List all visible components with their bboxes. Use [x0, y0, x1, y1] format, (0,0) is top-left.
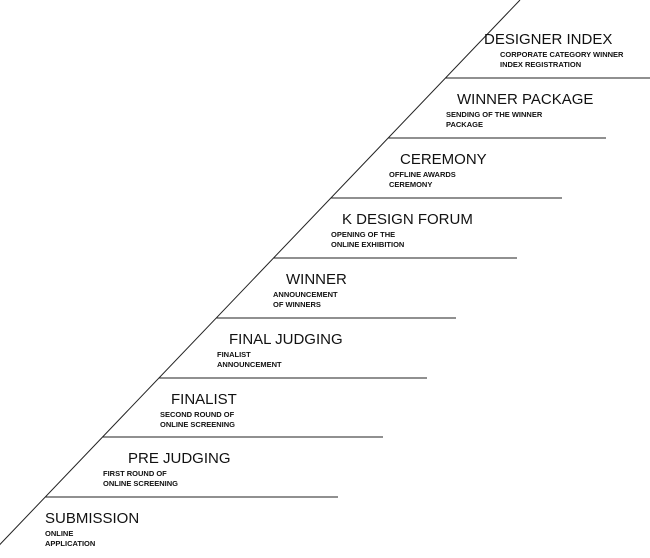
step-subtitle: ONLINE SCREENING	[103, 479, 178, 488]
step-subtitle: INDEX REGISTRATION	[500, 60, 581, 69]
diagonal-line	[0, 0, 521, 546]
step-subtitle: CEREMONY	[389, 180, 432, 189]
step-subtitle: OFFLINE AWARDS	[389, 170, 456, 179]
step-title: WINNER PACKAGE	[457, 91, 593, 108]
step-subtitle: APPLICATION	[45, 539, 95, 548]
step-title: SUBMISSION	[45, 510, 139, 527]
step-title: PRE JUDGING	[128, 450, 231, 467]
step-subtitle: ONLINE SCREENING	[160, 420, 235, 429]
step-subtitle: CORPORATE CATEGORY WINNER	[500, 50, 624, 59]
step-title: FINALIST	[171, 391, 237, 408]
step-subtitle: SENDING OF THE WINNER	[446, 110, 543, 119]
step-subtitle: ANNOUNCEMENT	[273, 290, 338, 299]
step-subtitle: FIRST ROUND OF	[103, 469, 167, 478]
step-title: K DESIGN FORUM	[342, 211, 473, 228]
step-title: FINAL JUDGING	[229, 331, 343, 348]
step-subtitle: ONLINE	[45, 529, 73, 538]
step-subtitle: ONLINE EXHIBITION	[331, 240, 404, 249]
step-subtitle: PACKAGE	[446, 120, 483, 129]
step-title: DESIGNER INDEX	[484, 31, 612, 48]
step-title: CEREMONY	[400, 151, 487, 168]
step-subtitle: ANNOUNCEMENT	[217, 360, 282, 369]
step-title: WINNER	[286, 271, 347, 288]
step-subtitle: OF WINNERS	[273, 300, 321, 309]
step-subtitle: OPENING OF THE	[331, 230, 395, 239]
step-subtitle: SECOND ROUND OF	[160, 410, 235, 419]
step-subtitle: FINALIST	[217, 350, 251, 359]
